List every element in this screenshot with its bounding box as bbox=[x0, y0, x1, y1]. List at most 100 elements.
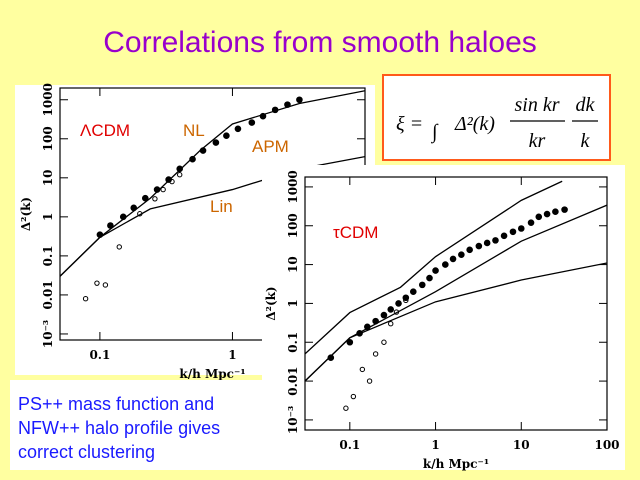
annotation: τCDM bbox=[333, 223, 378, 242]
open-point bbox=[403, 297, 409, 304]
series-line bbox=[305, 262, 607, 382]
data-point bbox=[418, 281, 426, 289]
data-point bbox=[346, 338, 354, 346]
data-point bbox=[107, 222, 114, 229]
x-axis-label: k/h Mpc⁻¹ bbox=[179, 367, 245, 381]
open-point bbox=[343, 405, 349, 411]
y-tick-label: 0.1 bbox=[41, 245, 55, 266]
data-point bbox=[176, 165, 184, 173]
data-point bbox=[372, 317, 379, 325]
y-tick-label: 0.01 bbox=[41, 280, 55, 309]
open-point bbox=[102, 282, 109, 288]
plot-area bbox=[305, 180, 607, 411]
formula-num2: dk bbox=[576, 94, 596, 116]
slide-title: Correlations from smooth haloes bbox=[103, 26, 537, 59]
caption-line: PS++ mass function and bbox=[18, 394, 214, 414]
x-tick-label: 10 bbox=[513, 438, 530, 452]
y-axis-label: Δ²(k) bbox=[264, 286, 278, 320]
data-point bbox=[356, 330, 363, 337]
series-label: APM bbox=[252, 137, 289, 156]
open-point bbox=[169, 178, 175, 185]
data-point bbox=[442, 261, 449, 268]
chart: 0.1 1 10 100 10⁻³ 0.01 0.1 1 10 100 1000 k/h Mpc⁻¹ Δ… bbox=[262, 165, 625, 471]
data-point bbox=[248, 119, 256, 126]
y-tick-label: 100 bbox=[41, 126, 55, 151]
data-point bbox=[387, 306, 395, 313]
series-label: Lin bbox=[210, 197, 233, 216]
formula-den2: k bbox=[581, 130, 591, 152]
data-point bbox=[259, 112, 267, 120]
data-point bbox=[130, 204, 138, 212]
y-tick-label: 0.1 bbox=[286, 332, 300, 353]
data-point bbox=[212, 139, 220, 146]
x-tick-label: 1 bbox=[431, 438, 439, 452]
caption-line: NFW++ halo profile gives bbox=[18, 418, 220, 438]
open-point bbox=[152, 196, 158, 202]
y-tick-label: 1000 bbox=[41, 83, 55, 116]
open-point bbox=[94, 280, 100, 286]
formula-factor: Δ²(k) bbox=[454, 113, 495, 135]
x-tick-label: 100 bbox=[594, 438, 619, 452]
data-point bbox=[409, 288, 417, 296]
y-tick-label: 1000 bbox=[286, 170, 300, 203]
y-tick-label: 10 bbox=[41, 169, 55, 186]
data-point bbox=[223, 132, 230, 139]
data-point bbox=[432, 267, 439, 274]
data-point bbox=[543, 210, 551, 218]
x-axis-label: k/h Mpc⁻¹ bbox=[423, 457, 489, 471]
data-point bbox=[552, 208, 559, 215]
y-tick-label: 1 bbox=[286, 299, 300, 307]
data-point bbox=[380, 311, 388, 319]
open-point bbox=[381, 339, 387, 345]
open-point bbox=[116, 244, 122, 250]
open-point bbox=[82, 296, 89, 302]
data-point bbox=[426, 274, 433, 282]
data-point bbox=[153, 186, 161, 193]
data-point bbox=[395, 300, 402, 307]
x-tick-label: 0.1 bbox=[89, 348, 110, 362]
data-point bbox=[527, 219, 535, 226]
open-point bbox=[372, 351, 379, 357]
y-tick-label: 10⁻³ bbox=[41, 320, 55, 348]
y-axis-label: Δ²(k) bbox=[19, 197, 33, 231]
y-tick-label: 10 bbox=[286, 256, 300, 273]
data-point bbox=[96, 231, 104, 238]
data-point bbox=[199, 147, 207, 154]
data-point bbox=[561, 206, 568, 213]
open-point bbox=[359, 366, 366, 373]
y-tick-label: 0.01 bbox=[286, 366, 300, 395]
formula-num1: sin kr bbox=[515, 94, 560, 116]
charts: 0.1 1 10⁻³ 0.01 0.1 1 10 100 1000 k/h Mpc⁻¹ Δ²(k) L… bbox=[15, 83, 625, 471]
y-tick-label: 1 bbox=[41, 213, 55, 221]
open-point bbox=[160, 186, 166, 193]
data-point bbox=[517, 225, 525, 232]
caption-line: correct clustering bbox=[18, 442, 155, 462]
series-line bbox=[305, 180, 563, 355]
x-tick-label: 0.1 bbox=[339, 438, 360, 452]
open-point bbox=[366, 378, 373, 384]
open-point bbox=[388, 321, 394, 327]
data-point bbox=[458, 251, 465, 258]
data-point bbox=[475, 242, 483, 250]
data-point bbox=[119, 213, 127, 221]
x-tick-label: 1 bbox=[228, 348, 236, 362]
data-point bbox=[466, 246, 473, 254]
data-point bbox=[189, 155, 196, 163]
y-tick-label: 100 bbox=[286, 213, 300, 238]
data-point bbox=[296, 96, 303, 104]
data-point bbox=[500, 232, 508, 240]
data-point bbox=[234, 125, 242, 133]
formula-box bbox=[382, 74, 611, 161]
data-point bbox=[271, 106, 279, 114]
chart-background bbox=[262, 165, 625, 470]
data-point bbox=[141, 194, 149, 202]
data-point bbox=[284, 101, 291, 108]
formula-lhs: ξ = bbox=[396, 113, 423, 135]
data-point bbox=[535, 213, 543, 221]
data-point bbox=[364, 323, 371, 331]
formula-den1: kr bbox=[529, 130, 546, 152]
data-point bbox=[449, 255, 457, 263]
open-point bbox=[350, 393, 357, 400]
